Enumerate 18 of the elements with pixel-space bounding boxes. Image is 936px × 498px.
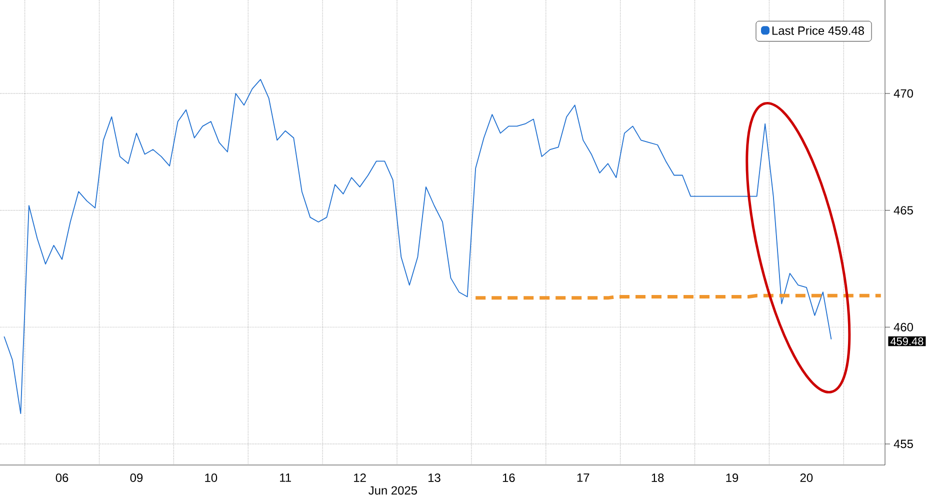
- x-axis-title: Jun 2025: [368, 486, 418, 495]
- x-tick-label: 13: [428, 474, 440, 482]
- x-tick-label: 18: [652, 474, 664, 482]
- y-tick-label: 460: [894, 322, 914, 332]
- y-tick-label: 455: [894, 440, 913, 448]
- y-tick-label: 470: [894, 89, 914, 98]
- x-tick-label: 19: [726, 474, 738, 482]
- x-tick-label: 20: [800, 474, 813, 482]
- x-tick-label: 06: [56, 474, 68, 482]
- text: 459.48: [890, 337, 924, 346]
- y-tick-label: 465: [894, 206, 913, 215]
- x-tick-label: 10: [205, 474, 218, 482]
- x-tick-label: 16: [502, 474, 515, 482]
- x-tick-label: 17: [577, 474, 590, 482]
- x-tick-label: 11: [280, 474, 291, 482]
- legend-label: Last Price 459.48: [772, 26, 864, 35]
- x-tick-label: 09: [130, 474, 143, 482]
- x-tick-label: 12: [354, 474, 366, 482]
